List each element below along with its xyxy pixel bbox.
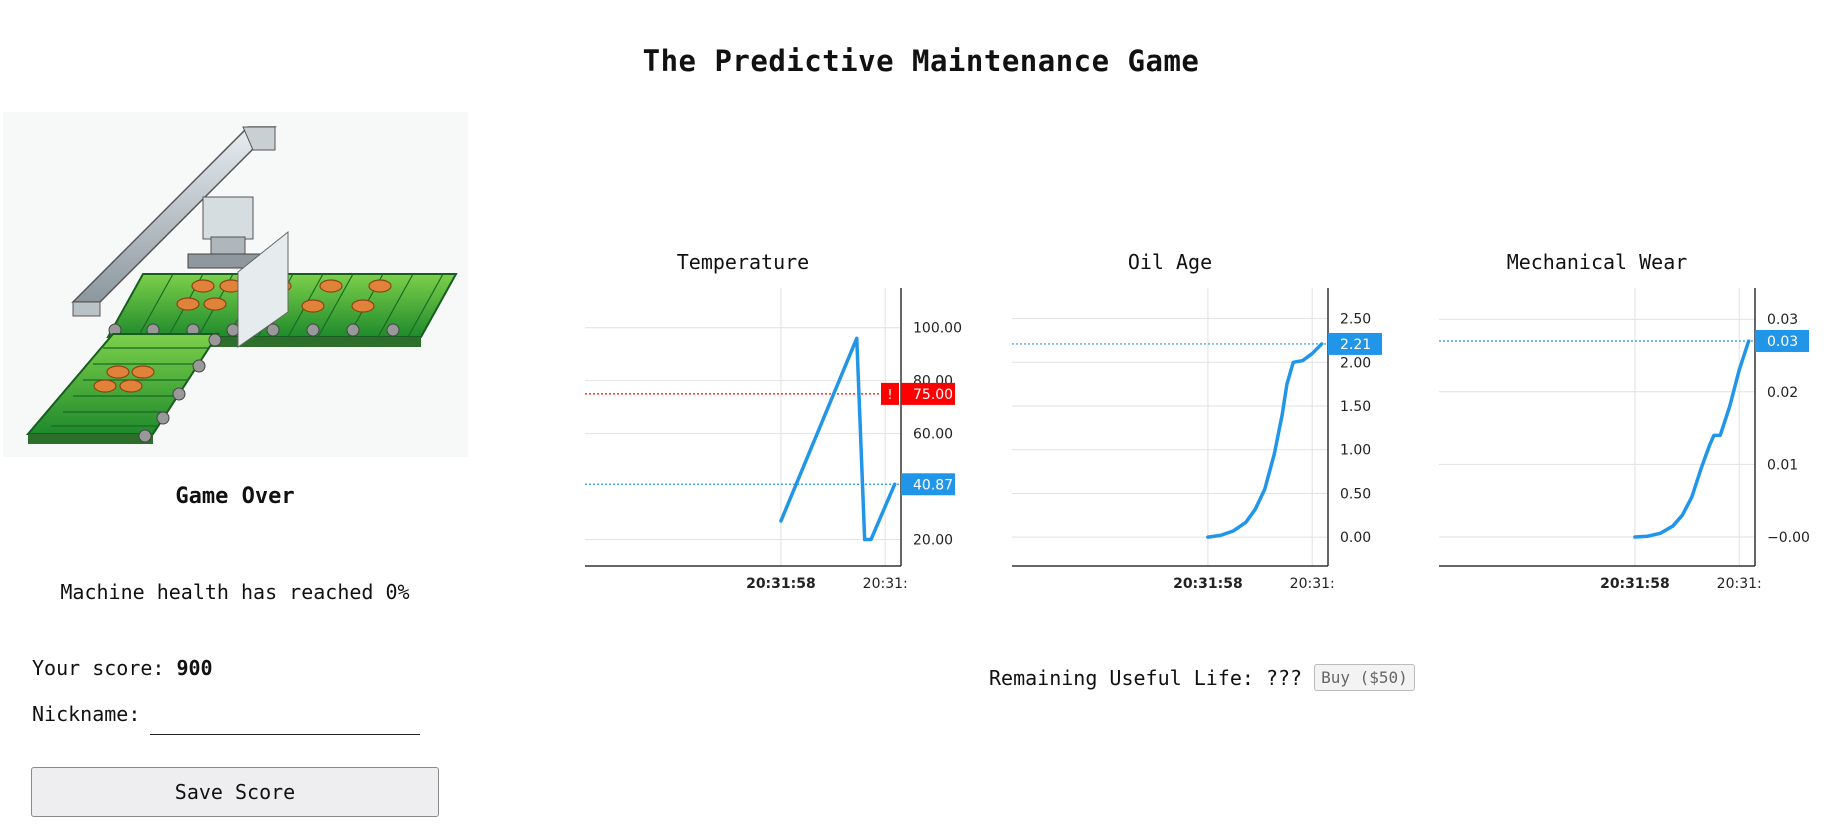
current-value-badge — [1328, 332, 1382, 355]
y-tick-label: 0.50 — [1340, 486, 1371, 502]
y-tick-label: 0.00 — [1340, 530, 1371, 546]
health-message: Machine health has reached 0% — [60, 580, 410, 604]
y-tick-label: 0.02 — [1767, 385, 1798, 401]
oil-age-chart: Oil Age 2.50 2.00 1.50 1.00 0.50 0.00 20:31:58… — [1012, 250, 1392, 595]
current-value-label: 40.87 — [913, 477, 953, 493]
threshold-value-label: 75.00 — [913, 387, 953, 403]
score-label: Your score: — [32, 656, 165, 680]
series-line — [1633, 339, 1751, 539]
score-row: Your score: 900 — [32, 656, 213, 680]
y-tick-label: 2.00 — [1340, 355, 1371, 371]
chart-title: Temperature — [676, 250, 810, 274]
current-value-badge — [901, 473, 955, 496]
score-value: 900 — [176, 656, 213, 680]
x-tick-label: 20:31: — [1717, 576, 1762, 592]
current-value-label: 2.21 — [1340, 337, 1371, 353]
y-tick-label: 1.50 — [1340, 399, 1371, 415]
x-tick-label: 20:31:58 — [1600, 576, 1670, 592]
buy-rul-button[interactable]: Buy ($50) — [1314, 664, 1415, 691]
x-tick-label: 20:31: — [863, 576, 908, 592]
chart-title: Oil Age — [1127, 250, 1213, 274]
threshold-flag — [881, 382, 899, 405]
y-tick-label: 0.03 — [1767, 312, 1798, 328]
y-tick-label: −0.00 — [1767, 530, 1810, 546]
oil-age-chart-plot: 2.50 2.00 1.50 1.00 0.50 0.00 20:31:58 20:31: 2.… — [1012, 288, 1382, 592]
x-tick-label: 20:31: — [1290, 576, 1335, 592]
nickname-row: Nickname: — [32, 702, 452, 735]
y-tick-label: 20.00 — [913, 533, 953, 549]
x-tick-label: 20:31:58 — [746, 576, 816, 592]
rul-label: Remaining Useful Life: ??? — [989, 665, 1303, 690]
nickname-label: Nickname: — [32, 702, 141, 726]
temperature-chart: Temperature 100.00 80.00 60.00 20.00 20:31:5… — [585, 250, 965, 595]
remaining-useful-life: Remaining Useful Life: ??? Buy ($50) — [989, 664, 1415, 691]
y-tick-label: 60.00 — [913, 427, 953, 443]
save-score-button[interactable]: Save Score — [31, 767, 439, 817]
mechanical-wear-chart-plot: 0.03 0.02 0.01 −0.00 20:31:58 20:31: 0.03 — [1439, 288, 1810, 592]
gantry-arm — [71, 126, 289, 348]
x-tick-label: 20:31:58 — [1173, 576, 1243, 592]
mechanical-wear-chart: Mechanical Wear 0.03 0.02 0.01 −0.00 20:31:5… — [1439, 250, 1819, 595]
nickname-input[interactable] — [150, 702, 420, 735]
y-tick-label: 2.50 — [1340, 312, 1371, 328]
series-line — [1206, 342, 1324, 539]
threshold-flag-label: ! — [887, 388, 892, 403]
y-tick-label: 1.00 — [1340, 443, 1371, 459]
threshold-badge — [901, 382, 955, 405]
y-tick-label: 0.01 — [1767, 457, 1798, 473]
current-value-label: 0.03 — [1767, 334, 1798, 350]
game-over-heading: Game Over — [175, 484, 295, 509]
series-line — [779, 336, 897, 542]
current-value-badge — [1755, 329, 1809, 352]
y-tick-label: 100.00 — [913, 321, 962, 337]
page-title: The Predictive Maintenance Game — [642, 44, 1200, 78]
machine-illustration — [3, 112, 468, 457]
chart-title: Mechanical Wear — [1506, 250, 1688, 274]
